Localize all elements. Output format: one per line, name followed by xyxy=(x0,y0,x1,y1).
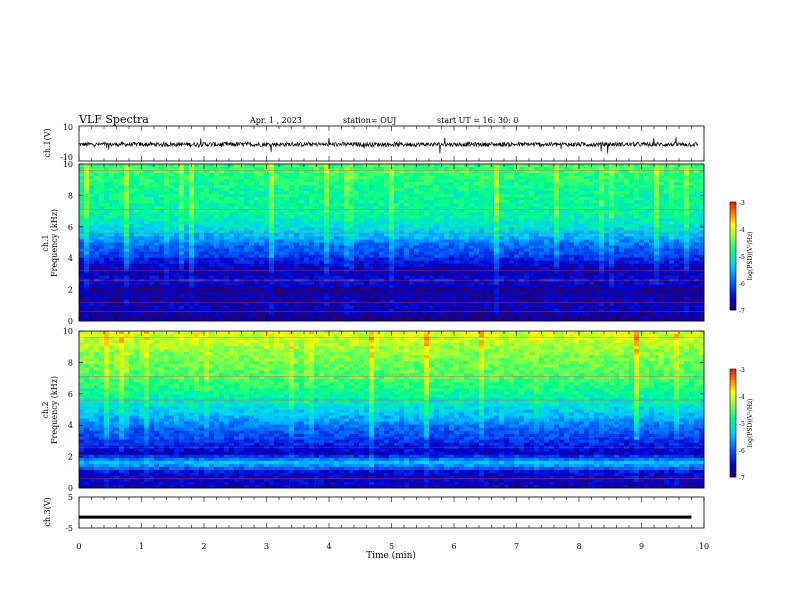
y-tick-label: 2 xyxy=(68,286,73,295)
colorbar-tick-label: -5 xyxy=(739,254,745,261)
colorbar-tick-label: -7 xyxy=(739,475,745,482)
x-axis-ticklabels: 0 1 2 3 4 5 6 7 8 9 10 xyxy=(76,542,709,551)
ch1-waveform-trace xyxy=(78,137,699,154)
x-tick-label: 9 xyxy=(639,542,644,551)
y-tick-label: 2 xyxy=(68,453,73,462)
x-tick-label: 10 xyxy=(699,542,709,551)
ch1-spec-ylabel-frequency: Frequency (kHz) xyxy=(50,209,59,277)
colorbar-tick-label: -6 xyxy=(739,281,745,288)
colorbar-tick-label: -3 xyxy=(739,200,745,207)
x-tick-label: 1 xyxy=(139,542,144,551)
ch1-spec-ylabel-channel: ch.1 xyxy=(41,234,50,251)
ch2-spec-ylabel-frequency: Frequency (kHz) xyxy=(50,376,59,444)
colorbar-label: log(PSD)(V²/Hz) xyxy=(747,399,754,448)
colorbar-tick-label: -4 xyxy=(739,227,745,234)
y-tick-label: 10 xyxy=(63,327,73,336)
y-tick-label: 0 xyxy=(68,484,73,493)
y-tick-label: 8 xyxy=(68,191,73,200)
ch1-ytick-bottom: -10 xyxy=(60,153,73,162)
x-tick-label: 2 xyxy=(201,542,206,551)
x-tick-label: 7 xyxy=(514,542,519,551)
ch2-colorbar: -3 -4 -5 -6 -7 log(PSD)(V²/Hz) xyxy=(729,367,754,482)
ch3-waveform-ylabel: ch.3(V) xyxy=(43,497,52,526)
ch1-spectrogram-image xyxy=(79,164,705,322)
x-tick-label: 4 xyxy=(326,542,331,551)
x-axis-label: Time (min) xyxy=(366,550,416,561)
y-tick-label: 6 xyxy=(68,390,73,399)
ch1-waveform-panel: 10 -10 ch.1(V) xyxy=(43,123,705,162)
ch1-trace-line xyxy=(78,137,699,154)
x-tick-label: 0 xyxy=(76,542,81,551)
ch2-spectrogram-image xyxy=(79,331,705,489)
ch2-spectrogram-panel: 0 2 4 6 8 10 ch.2 Frequency (kHz) -3 -4 -5 -6 -7 l… xyxy=(41,327,754,493)
y-tick-label: 0 xyxy=(68,317,73,326)
ch3-waveform-panel: 5 -5 ch.3(V) xyxy=(43,493,705,533)
ch3-ytick-bottom: -5 xyxy=(65,524,73,533)
x-tick-label: 6 xyxy=(451,542,456,551)
date-label: Apr. 1 , 2023 xyxy=(249,116,302,125)
station-label: station= OUJ xyxy=(343,116,396,125)
ch3-ytick-top: 5 xyxy=(68,493,73,502)
y-tick-label: 8 xyxy=(68,358,73,367)
ch1-ytick-top: 10 xyxy=(63,123,73,132)
ch1-waveform-ylabel: ch.1(V) xyxy=(43,128,52,157)
start-time-label: start UT = 16: 30: 0 xyxy=(437,116,518,125)
colorbar-label: log(PSD)(V²/Hz) xyxy=(747,232,754,281)
x-tick-label: 5 xyxy=(389,542,394,551)
y-tick-label: 10 xyxy=(63,160,73,169)
figure-title: VLF Spectra xyxy=(78,113,149,126)
ch1-colorbar: -3 -4 -5 -6 -7 log(PSD)(V²/Hz) xyxy=(729,200,754,315)
y-tick-label: 4 xyxy=(68,421,73,430)
y-tick-label: 4 xyxy=(68,254,73,263)
ch1-spectrogram-panel: 0 2 4 6 8 10 ch.1 Frequency (kHz) -3 -4 -5 -6 -7 l… xyxy=(41,160,754,326)
ch2-spec-ylabel-channel: ch.2 xyxy=(41,401,50,418)
colorbar-tick-label: -5 xyxy=(739,421,745,428)
colorbar-tick-label: -4 xyxy=(739,394,745,401)
colorbar-tick-label: -7 xyxy=(739,308,745,315)
x-tick-label: 8 xyxy=(576,542,581,551)
x-tick-label: 3 xyxy=(264,542,269,551)
y-tick-label: 6 xyxy=(68,223,73,232)
colorbar-tick-label: -6 xyxy=(739,448,745,455)
colorbar-tick-label: -3 xyxy=(739,367,745,374)
